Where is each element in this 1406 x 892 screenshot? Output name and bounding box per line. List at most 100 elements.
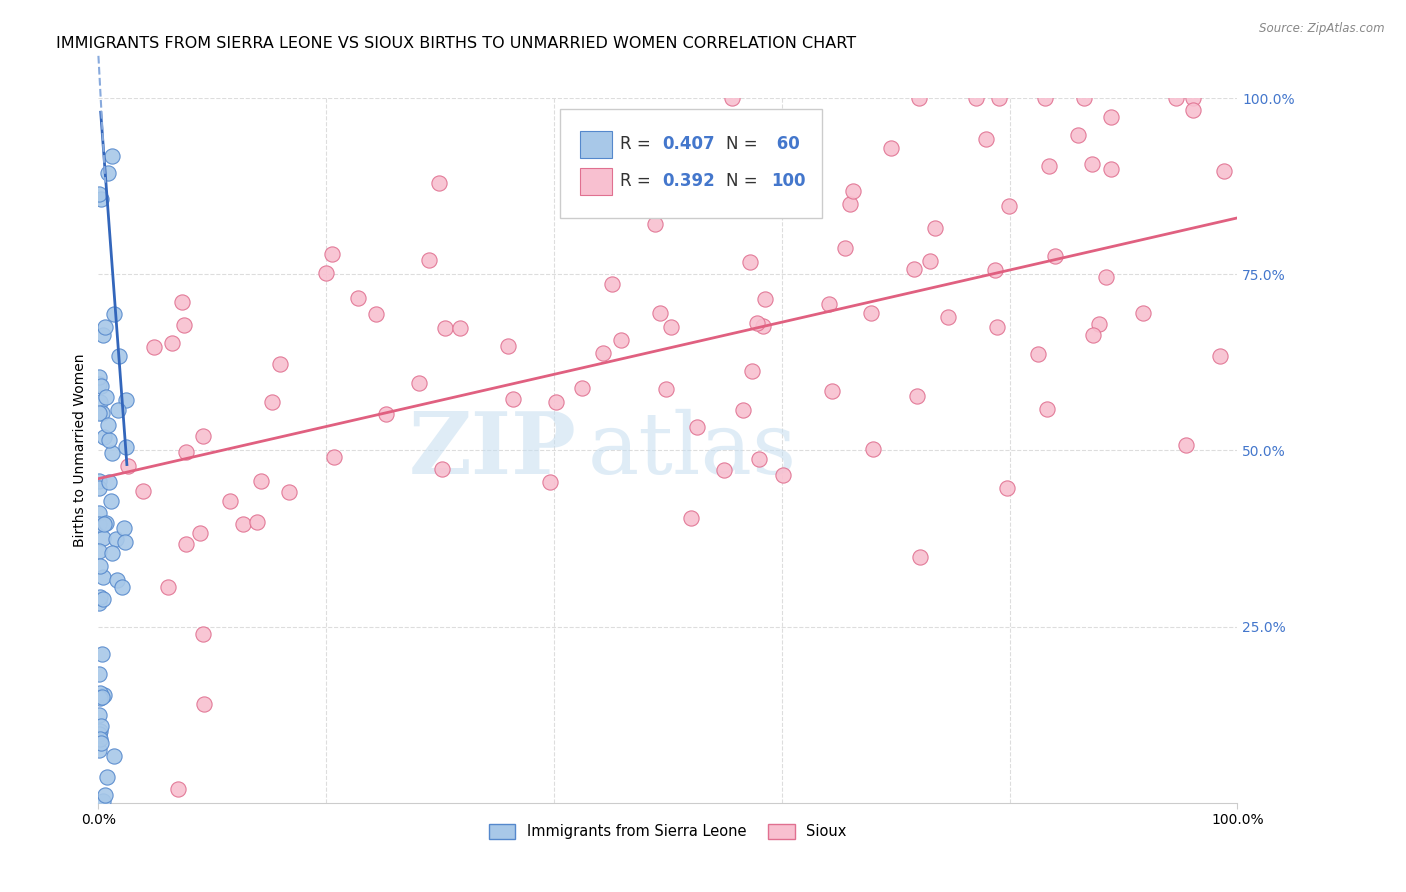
Point bbox=[193, 697, 215, 711]
Point bbox=[89, 667, 111, 681]
Point bbox=[821, 384, 844, 398]
Point bbox=[1036, 401, 1059, 416]
Point bbox=[91, 592, 114, 607]
Point bbox=[648, 306, 671, 320]
Point bbox=[96, 771, 118, 785]
Point bbox=[681, 510, 703, 524]
Point bbox=[97, 166, 120, 180]
Point bbox=[91, 570, 114, 584]
Point bbox=[87, 186, 110, 201]
Point bbox=[974, 132, 997, 146]
Point bbox=[89, 597, 111, 611]
Point bbox=[172, 294, 194, 309]
Point bbox=[87, 369, 110, 384]
Point bbox=[1073, 91, 1095, 105]
Point bbox=[188, 526, 211, 541]
Point bbox=[880, 141, 903, 155]
Point bbox=[87, 742, 110, 756]
Point bbox=[908, 91, 931, 105]
Point bbox=[721, 91, 744, 105]
Point bbox=[90, 406, 112, 420]
Point bbox=[1182, 91, 1205, 105]
Point bbox=[89, 474, 111, 488]
Point bbox=[1181, 103, 1204, 117]
Point bbox=[988, 91, 1011, 105]
Point bbox=[918, 254, 941, 268]
Point bbox=[105, 573, 128, 587]
Point bbox=[1208, 349, 1230, 363]
Point bbox=[103, 748, 125, 763]
Point bbox=[94, 516, 117, 531]
Point bbox=[546, 395, 568, 409]
Point bbox=[984, 263, 1007, 277]
Point bbox=[713, 463, 735, 477]
Point bbox=[246, 515, 269, 529]
Point bbox=[218, 493, 240, 508]
Point bbox=[160, 336, 183, 351]
Point bbox=[87, 506, 110, 520]
Point bbox=[89, 376, 111, 391]
Point bbox=[269, 357, 291, 371]
Point bbox=[1099, 161, 1122, 176]
Point bbox=[740, 254, 762, 268]
Point bbox=[1099, 110, 1122, 124]
Point bbox=[142, 341, 165, 355]
Point bbox=[754, 292, 776, 306]
Point bbox=[1081, 327, 1104, 342]
Point bbox=[87, 543, 110, 558]
Point bbox=[89, 516, 111, 531]
Point bbox=[697, 138, 720, 153]
Point bbox=[1132, 306, 1154, 320]
Text: atlas: atlas bbox=[588, 409, 797, 492]
Point bbox=[115, 393, 138, 408]
Point bbox=[117, 459, 139, 474]
Point bbox=[418, 252, 440, 267]
Point bbox=[156, 580, 179, 594]
Point bbox=[87, 707, 110, 722]
Text: 60: 60 bbox=[772, 135, 800, 153]
Point bbox=[347, 291, 370, 305]
Point bbox=[91, 794, 114, 808]
Point bbox=[173, 318, 195, 332]
Point bbox=[90, 379, 112, 393]
Point bbox=[93, 688, 115, 702]
Point bbox=[838, 197, 860, 211]
Text: 0.407: 0.407 bbox=[662, 135, 714, 153]
Point bbox=[89, 690, 111, 705]
Point bbox=[502, 392, 524, 406]
Point bbox=[321, 247, 343, 261]
Point bbox=[93, 430, 115, 444]
Point bbox=[97, 417, 120, 432]
Text: 0.392: 0.392 bbox=[662, 171, 714, 190]
Point bbox=[924, 220, 946, 235]
Point bbox=[772, 468, 794, 483]
Point bbox=[745, 316, 768, 330]
Text: ZIP: ZIP bbox=[409, 409, 576, 492]
Point bbox=[89, 395, 111, 409]
Point bbox=[89, 591, 111, 605]
Point bbox=[176, 445, 198, 459]
Text: N =: N = bbox=[725, 171, 763, 190]
Text: N =: N = bbox=[725, 135, 763, 153]
Point bbox=[100, 546, 122, 560]
Point bbox=[429, 176, 451, 190]
Point bbox=[905, 389, 928, 403]
Point bbox=[98, 434, 121, 448]
Point bbox=[408, 376, 430, 391]
Point bbox=[91, 328, 114, 343]
Point bbox=[834, 241, 856, 255]
Point bbox=[94, 788, 117, 802]
Point bbox=[108, 349, 131, 363]
Point bbox=[496, 339, 519, 353]
Point bbox=[191, 626, 214, 640]
Point bbox=[93, 517, 115, 532]
Point bbox=[1212, 164, 1234, 178]
Point bbox=[97, 475, 120, 490]
Point bbox=[965, 91, 987, 105]
Point bbox=[741, 363, 763, 377]
Point bbox=[315, 266, 337, 280]
Point bbox=[1038, 159, 1060, 173]
Text: Source: ZipAtlas.com: Source: ZipAtlas.com bbox=[1260, 22, 1385, 36]
Point bbox=[1043, 249, 1066, 263]
Point bbox=[89, 732, 111, 747]
